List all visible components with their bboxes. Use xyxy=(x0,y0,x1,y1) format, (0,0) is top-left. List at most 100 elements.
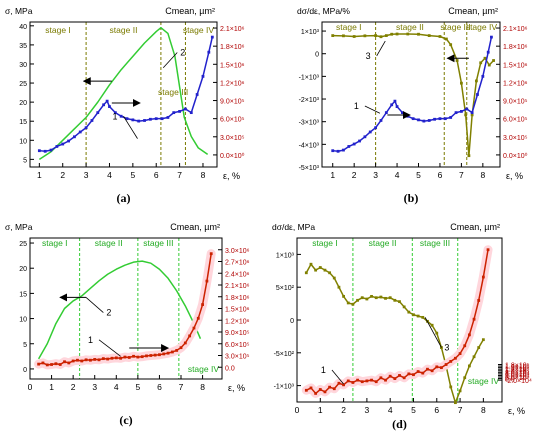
series-1-point xyxy=(102,103,106,107)
series-1-point xyxy=(422,119,426,123)
series-1-point xyxy=(393,99,397,103)
y-right-tick-label: 6.0×10⁵ xyxy=(503,117,528,124)
series-1-point xyxy=(67,361,71,365)
y-right-tick-label: 2.0×10⁴ xyxy=(505,375,530,382)
series-1-point xyxy=(131,118,135,122)
y-right-tick-label: 2.4×10⁶ xyxy=(225,271,250,278)
y-right-tick-label: 9.0×10⁵ xyxy=(225,330,250,337)
series-1-point xyxy=(114,356,118,360)
series-3-point xyxy=(365,297,369,301)
series-1-point xyxy=(89,358,92,362)
y-left-tick-label: 10 xyxy=(19,317,27,324)
callout-leader xyxy=(376,40,386,57)
series-3-point xyxy=(352,35,356,38)
y-right-tick-label: 1.6×10⁵ xyxy=(505,364,530,371)
series-3-point xyxy=(467,364,471,368)
series-1-point xyxy=(365,379,369,383)
y-left-axis-label: dσ/dε, MPa xyxy=(272,222,315,232)
series-1-point xyxy=(148,117,152,121)
series-1-point xyxy=(37,149,41,153)
series-3-point xyxy=(384,34,388,37)
series-1-point xyxy=(106,357,110,361)
series-3-point xyxy=(467,154,471,158)
x-tick-label: 3 xyxy=(92,382,97,392)
x-tick-label: 1 xyxy=(37,170,42,180)
series-3-point xyxy=(390,32,394,36)
x-tick-label: 2 xyxy=(71,382,76,392)
series-1-point xyxy=(123,355,127,359)
series-3-point xyxy=(342,294,345,298)
series-3-point xyxy=(379,295,383,299)
panel-caption: (b) xyxy=(404,191,419,205)
series-3-point xyxy=(458,389,462,393)
stage-label: stage II xyxy=(95,238,123,248)
y-right-tick-label: 9.0×10⁵ xyxy=(220,99,245,106)
y-right-axis-label: Cmean, µm² xyxy=(450,222,500,232)
series-3-point xyxy=(323,268,327,272)
y-right-tick-label: 0.0 xyxy=(505,377,515,384)
panel-caption: (d) xyxy=(392,417,407,431)
series-1-point xyxy=(136,355,140,359)
y-right-axis-label: Cmean, µm² xyxy=(448,6,498,16)
series-1-point xyxy=(486,50,490,54)
series-3-point xyxy=(492,59,495,62)
series-1-point xyxy=(347,145,351,148)
panel-d: stage I stage II stage III stage IV 0 1 2 3 4 5 6 7… xyxy=(272,222,532,431)
series-1-point xyxy=(162,352,166,356)
stage-label: stage II xyxy=(396,22,424,32)
callout-number: 3 xyxy=(444,343,449,353)
series-1-point xyxy=(183,341,187,345)
series-1-point xyxy=(360,380,364,384)
y-right-tick-label: 2.7×10⁶ xyxy=(225,260,250,267)
panel-a: stage I stage II stage III stage IV 1 2 3 4 5 6 7 8… xyxy=(5,6,245,205)
series-1-point xyxy=(395,105,399,108)
series-1-point xyxy=(153,353,157,357)
y-right-axis-label: Cmean, µm² xyxy=(165,6,215,16)
y-right-tick-label: 6.0×10⁵ xyxy=(220,117,245,124)
x-tick-label: 6 xyxy=(154,170,159,180)
series-1-point xyxy=(430,369,434,373)
series-1-point xyxy=(45,363,49,367)
series-3-point xyxy=(483,56,487,60)
series-1-point xyxy=(417,118,420,122)
series-1-point xyxy=(76,358,79,362)
y-right-tick-label: 2.1×10⁶ xyxy=(220,26,245,33)
series-1-point xyxy=(84,358,88,362)
x-tick-label: 8 xyxy=(481,405,486,415)
callout-leader xyxy=(364,105,381,114)
y-left-tick-label: 0 xyxy=(23,367,27,374)
series-1-point xyxy=(49,148,53,152)
x-tick-label: 3 xyxy=(84,170,89,180)
series-1-point xyxy=(370,378,373,382)
series-1-point xyxy=(201,303,204,306)
series-1-point xyxy=(105,99,109,103)
y-right-tick-label: 1.2×10⁶ xyxy=(220,80,245,87)
y-right-tick-label: 1.8×10⁶ xyxy=(503,44,528,51)
series-1-point xyxy=(458,352,462,355)
series-3-point xyxy=(351,302,355,306)
stage-label: stage IV xyxy=(468,376,500,386)
y-right-tick-label: 0.0×10⁰ xyxy=(503,152,528,160)
series-1-point xyxy=(188,334,192,338)
series-1-point xyxy=(412,373,415,377)
x-tick-label: 8 xyxy=(200,382,205,392)
series-1-point xyxy=(80,359,84,363)
series-1-point xyxy=(113,111,117,115)
plot-frame xyxy=(321,21,501,168)
y-right-tick-label: 3.0×10⁵ xyxy=(225,354,250,361)
series-1-point xyxy=(189,111,193,115)
series-3-point xyxy=(449,385,453,389)
y-left-tick-label: 35 xyxy=(19,43,27,50)
series-1-point xyxy=(454,111,458,115)
x-tick-label: 8 xyxy=(201,170,206,180)
y-right-tick-label: 0.0 xyxy=(225,365,235,372)
series-1-point xyxy=(465,107,469,111)
panel-c: stage I stage II stage III stage IV 0 1 2 3 4 5 6 7… xyxy=(5,222,250,427)
series-1-point xyxy=(337,381,341,385)
y-right-axis-label: Cmean, µm² xyxy=(170,222,220,232)
series-1-point xyxy=(119,114,123,118)
series-1-point xyxy=(132,354,135,358)
series-3-point xyxy=(374,34,378,37)
series-1-point xyxy=(84,126,88,130)
